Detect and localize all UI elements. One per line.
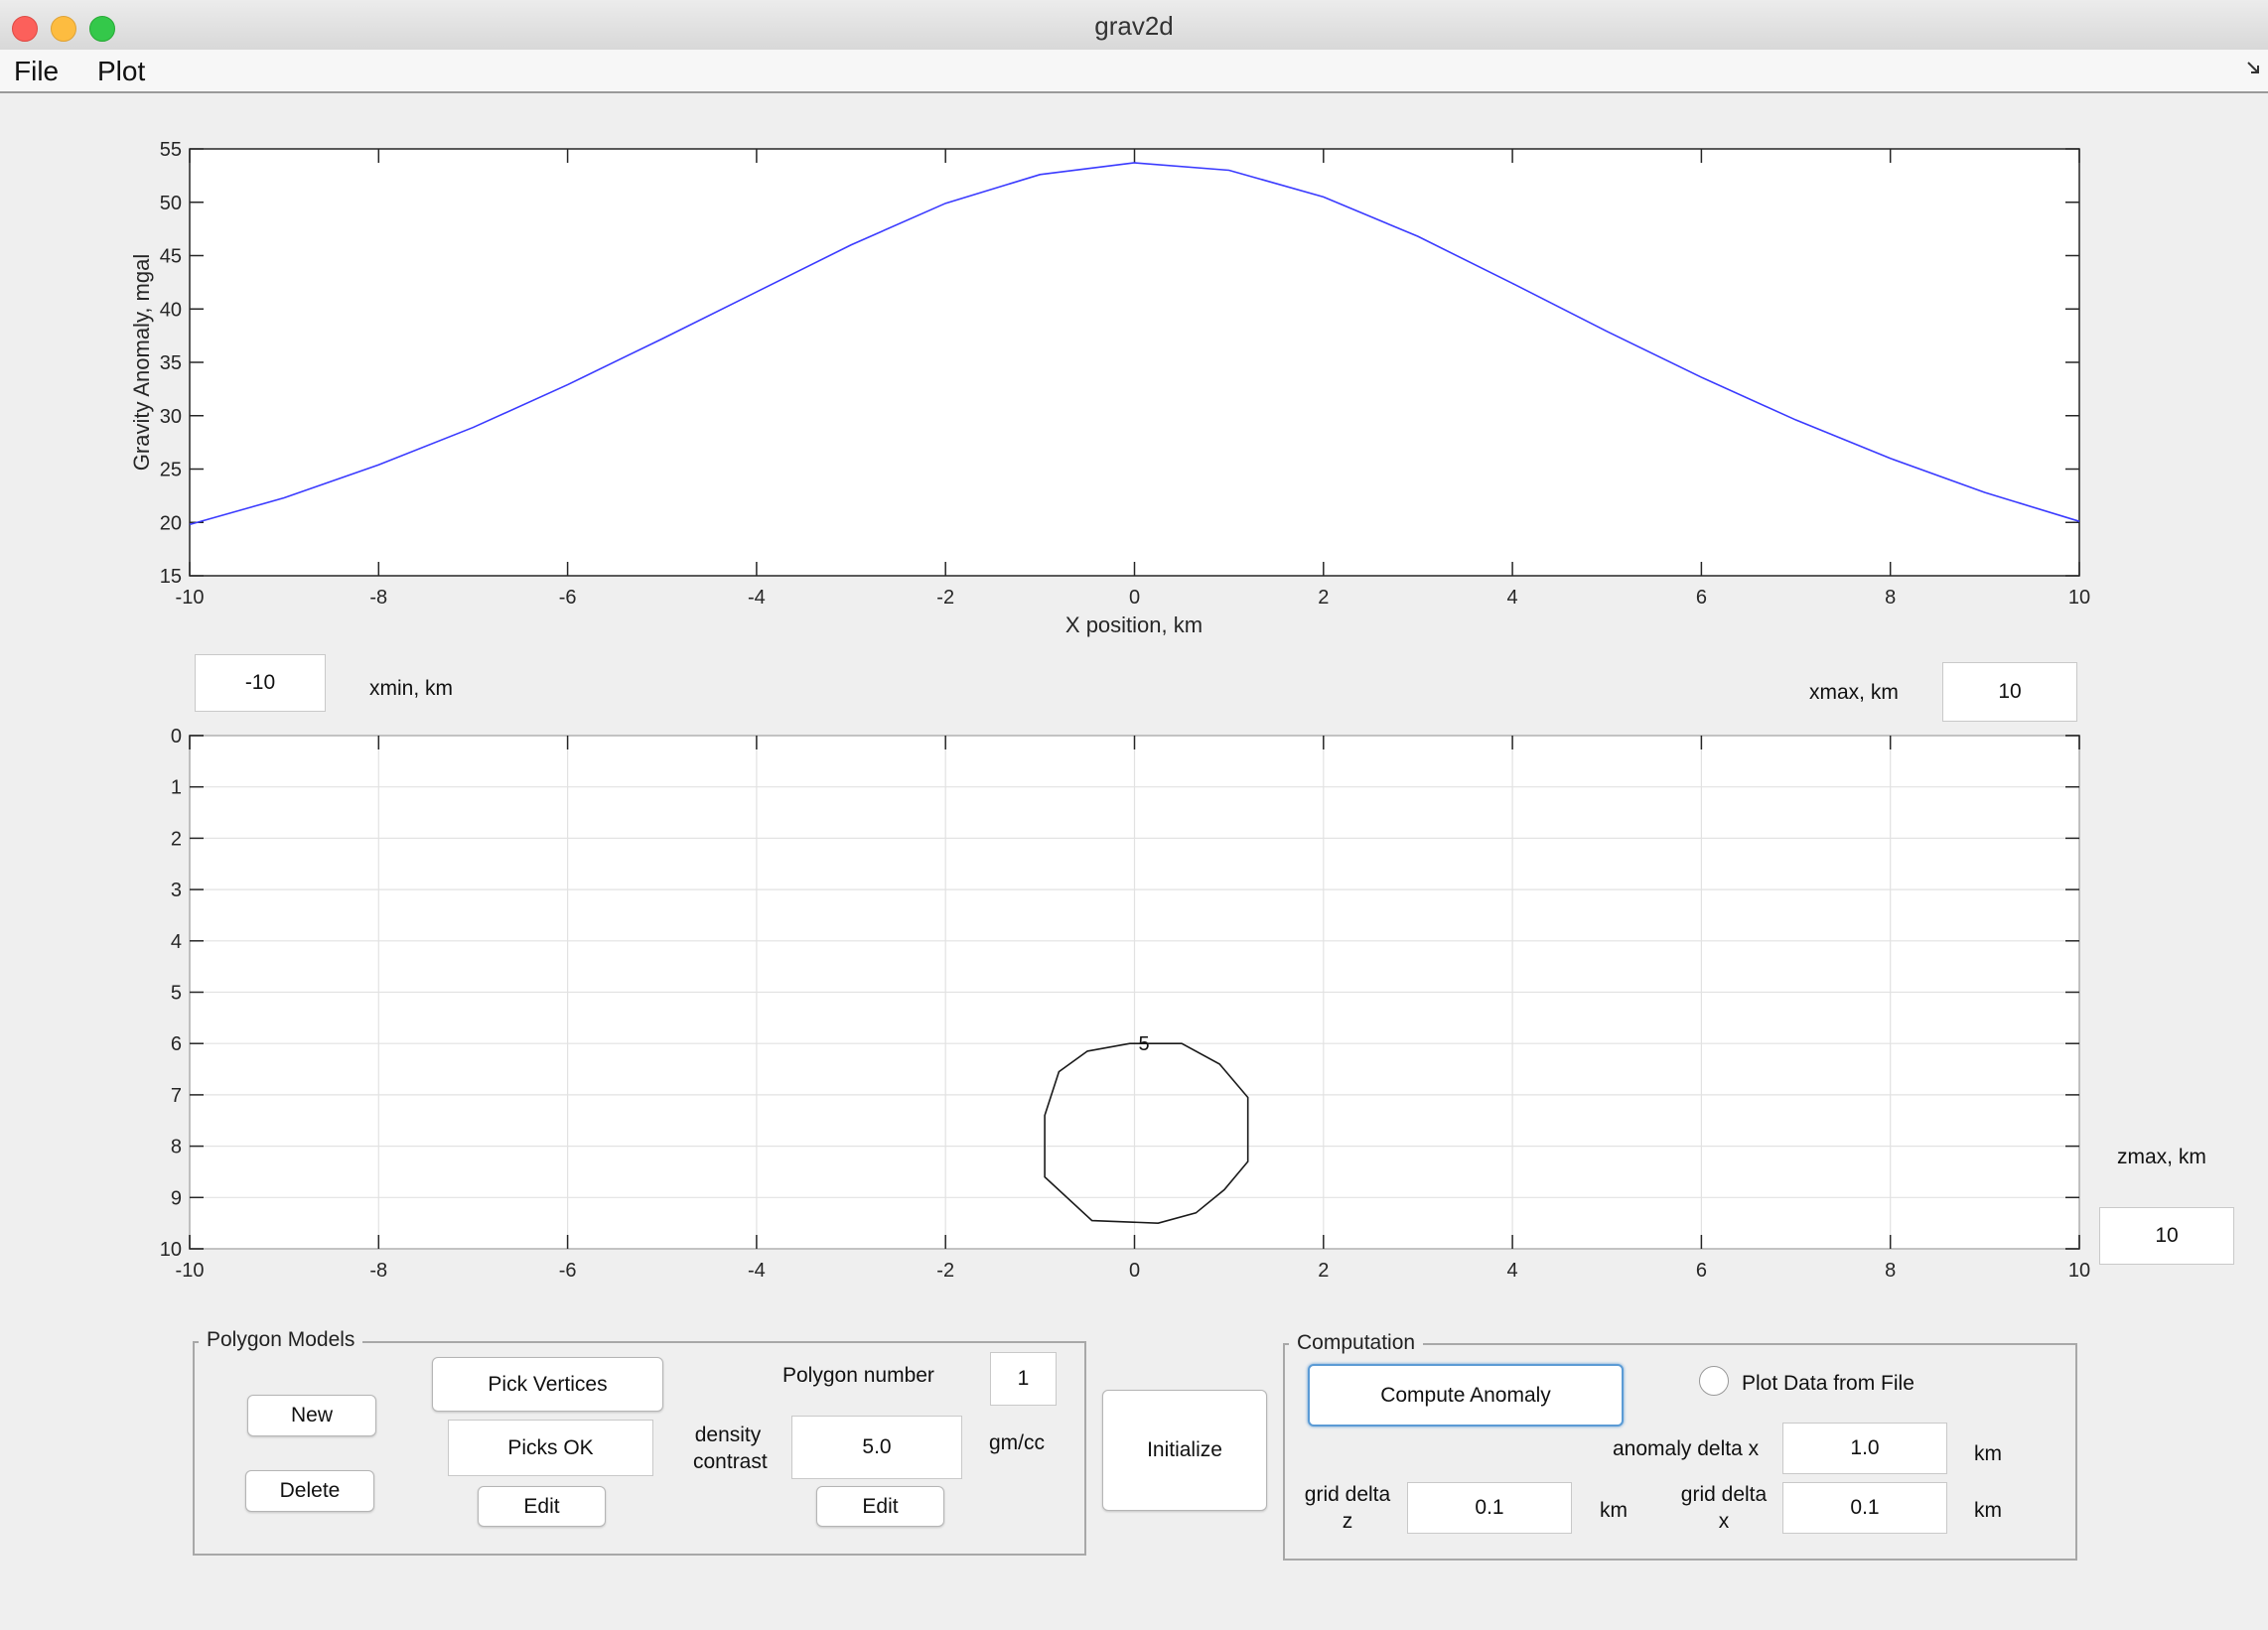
toolbar-toggle-icon[interactable] [2246, 61, 2262, 76]
minimize-window-icon[interactable] [51, 16, 76, 42]
computation-panel [1283, 1343, 2077, 1561]
model-y-tick-label: 9 [171, 1187, 182, 1209]
model-y-tick-label: 3 [171, 880, 182, 901]
grid-delta-z-line2: z [1342, 1510, 1353, 1533]
model-y-tick-label: 6 [171, 1033, 182, 1055]
top-y-tick-label: 20 [160, 512, 182, 534]
model-x-tick-label: -8 [369, 1260, 387, 1282]
top-y-tick-label: 15 [160, 566, 182, 588]
model-y-tick-label: 10 [160, 1239, 182, 1261]
model-x-tick-label: -2 [936, 1260, 954, 1282]
gravity-anomaly-chart[interactable]: -10 -8 -6 -4 -2 0 2 4 6 8 10 15 20 25 30 35 40 45 50 55 X p… [0, 91, 2268, 647]
grid-delta-x-label: grid delta x [1676, 1481, 1772, 1535]
initialize-button[interactable]: Initialize [1102, 1390, 1267, 1511]
density-input[interactable]: 5.0 [791, 1416, 962, 1479]
top-x-tick-label: -4 [748, 587, 766, 609]
model-y-tick-label: 8 [171, 1137, 182, 1158]
top-y-tick-label: 30 [160, 406, 182, 428]
grid-delta-z-line1: grid delta [1304, 1483, 1391, 1506]
top-y-tick-label: 25 [160, 460, 182, 481]
model-x-tick-label: 6 [1696, 1260, 1707, 1282]
density-contrast-label: density contrast [693, 1422, 768, 1475]
density-label-line2: contrast [693, 1450, 768, 1473]
anomaly-delta-x-unit: km [1974, 1442, 2002, 1465]
top-x-tick-label: 10 [2068, 587, 2090, 609]
top-x-tick-label: 0 [1129, 587, 1140, 609]
top-y-tick-label: 55 [160, 139, 182, 161]
anomaly-delta-x-input[interactable]: 1.0 [1782, 1423, 1947, 1474]
title-bar: grav2d [0, 0, 2268, 51]
model-y-tick-label: 4 [171, 931, 182, 953]
model-x-tick-label: -6 [559, 1260, 577, 1282]
grid-delta-z-unit: km [1600, 1499, 1628, 1522]
model-x-tick-label: 2 [1318, 1260, 1329, 1282]
model-x-tick-label: -4 [748, 1260, 766, 1282]
density-label-line1: density [694, 1424, 762, 1446]
menu-file[interactable]: File [14, 56, 60, 86]
top-x-axis-label: X position, km [1065, 612, 1203, 637]
xmin-label: xmin, km [369, 677, 453, 700]
delete-polygon-button[interactable]: Delete [245, 1470, 374, 1512]
window-title: grav2d [1094, 11, 1174, 41]
edit-density-button[interactable]: Edit [816, 1486, 944, 1527]
top-y-tick-label: 45 [160, 246, 182, 268]
top-y-tick-label: 35 [160, 352, 182, 374]
top-x-tick-label: 2 [1318, 587, 1329, 609]
grid-delta-x-unit: km [1974, 1499, 2002, 1522]
anomaly-series-line [189, 162, 2080, 526]
plot-data-label: Plot Data from File [1742, 1372, 1914, 1395]
xmax-input[interactable]: 10 [1942, 662, 2077, 722]
menu-plot[interactable]: Plot [97, 56, 146, 86]
polygon-label: 5 [1138, 1033, 1149, 1055]
model-y-tick-label: 7 [171, 1085, 182, 1107]
polygon-number-input[interactable]: 1 [990, 1352, 1057, 1406]
model-x-tick-label: 10 [2068, 1260, 2090, 1282]
maximize-window-icon[interactable] [89, 16, 115, 42]
new-polygon-button[interactable]: New [247, 1395, 376, 1436]
compute-anomaly-button[interactable]: Compute Anomaly [1308, 1364, 1624, 1426]
top-x-tick-label: 8 [1885, 587, 1896, 609]
polygon-body[interactable] [1044, 1042, 1249, 1224]
pick-vertices-button[interactable]: Pick Vertices [432, 1357, 663, 1412]
top-y-tick-label: 50 [160, 193, 182, 214]
anomaly-delta-x-label: anomaly delta x [1613, 1437, 1760, 1460]
close-window-icon[interactable] [12, 16, 38, 42]
xmax-label: xmax, km [1809, 681, 1899, 704]
top-x-tick-label: -8 [369, 587, 387, 609]
grid-delta-x-line1: grid delta [1680, 1483, 1768, 1506]
top-x-tick-label: -2 [936, 587, 954, 609]
model-y-tick-label: 2 [171, 828, 182, 850]
top-x-tick-label: 4 [1507, 587, 1518, 609]
density-unit-label: gm/cc [989, 1431, 1046, 1454]
model-y-tick-label: 5 [171, 983, 182, 1005]
grid-delta-z-label: grid delta z [1300, 1481, 1395, 1535]
plot-data-radio[interactable] [1699, 1366, 1729, 1396]
edit-vertices-button[interactable]: Edit [478, 1486, 606, 1527]
grid-delta-x-input[interactable]: 0.1 [1782, 1482, 1947, 1534]
top-x-tick-label: -10 [176, 587, 205, 609]
polygon-model-chart[interactable]: -10 -8 -6 -4 -2 0 2 4 6 8 10 0 1 2 3 4 5 6 7 8 9 10 5 [0, 715, 2268, 1300]
top-plot-area [189, 148, 2080, 577]
polygon-number-label: Polygon number [782, 1364, 934, 1387]
model-x-tick-label: -10 [176, 1260, 205, 1282]
zmax-label: zmax, km [2117, 1146, 2206, 1168]
top-x-tick-label: 6 [1696, 587, 1707, 609]
model-x-tick-label: 4 [1507, 1260, 1518, 1282]
picks-ok-button[interactable]: Picks OK [448, 1420, 653, 1476]
model-x-tick-label: 0 [1129, 1260, 1140, 1282]
zmax-input[interactable]: 10 [2099, 1207, 2234, 1265]
top-y-axis-label: Gravity Anomaly, mgal [129, 254, 154, 471]
top-y-tick-label: 40 [160, 299, 182, 321]
grid-delta-z-input[interactable]: 0.1 [1407, 1482, 1572, 1534]
grid-delta-x-line2: x [1718, 1510, 1730, 1533]
model-y-tick-label: 0 [171, 726, 182, 747]
computation-title: Computation [1289, 1331, 1424, 1355]
model-x-tick-label: 8 [1885, 1260, 1896, 1282]
top-x-tick-label: -6 [559, 587, 577, 609]
xmin-input[interactable]: -10 [195, 654, 326, 712]
menu-bar: File Plot [0, 50, 2268, 93]
model-y-tick-label: 1 [171, 777, 182, 799]
polygon-models-title: Polygon Models [199, 1328, 363, 1352]
polygon-models-panel [193, 1341, 1086, 1556]
